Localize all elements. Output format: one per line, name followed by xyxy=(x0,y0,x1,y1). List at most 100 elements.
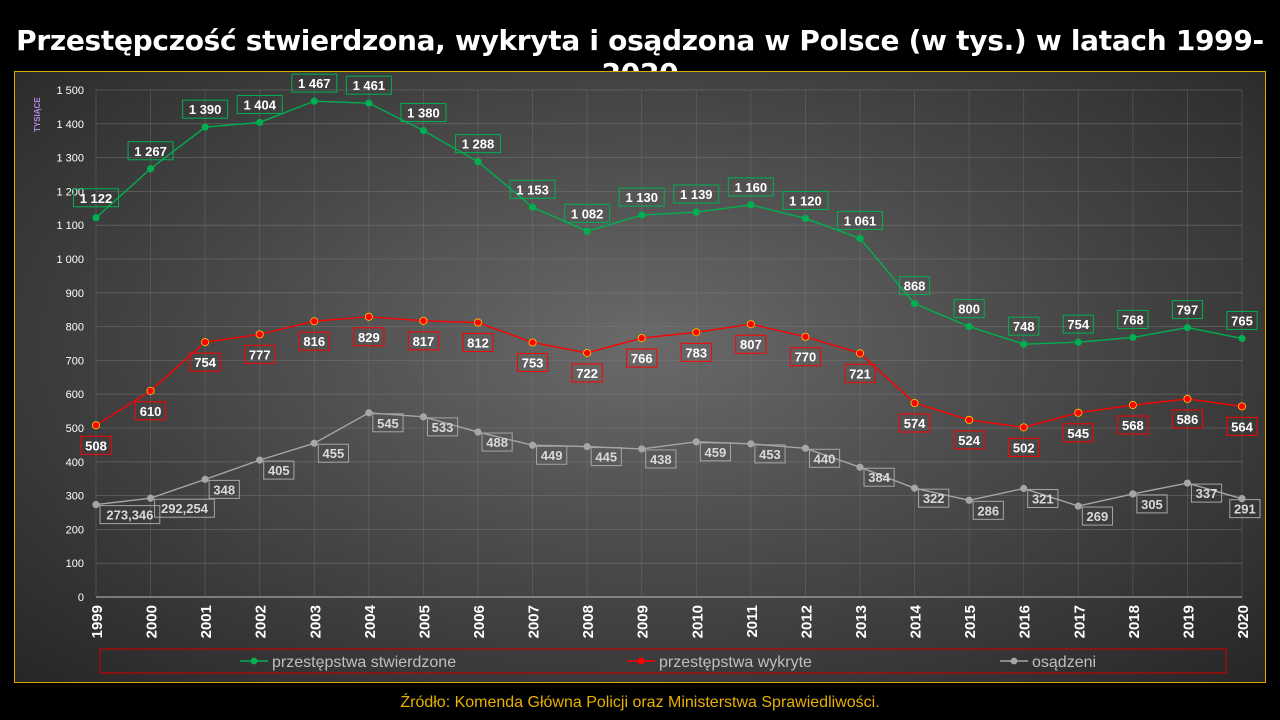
y-axis-label: TYSIĄCE xyxy=(33,97,42,132)
data-point xyxy=(1074,502,1082,510)
data-label-box xyxy=(536,445,568,465)
x-tick-label: 2009 xyxy=(635,605,652,638)
x-tick-label: 2006 xyxy=(471,605,488,638)
data-label-box xyxy=(1171,409,1204,429)
x-tick-label: 2008 xyxy=(580,605,597,638)
data-label: 770 xyxy=(795,350,817,365)
data-label: 337 xyxy=(1196,486,1218,501)
data-label-box xyxy=(462,333,494,353)
data-label: 1 461 xyxy=(353,78,386,93)
data-label-box xyxy=(134,401,167,421)
data-label-box xyxy=(735,334,767,354)
x-tick-label: 2015 xyxy=(962,605,979,638)
legend-marker xyxy=(1010,657,1018,665)
data-label: 1 390 xyxy=(189,102,222,117)
data-label: 291 xyxy=(1234,502,1256,517)
data-point xyxy=(856,349,865,358)
data-label: 449 xyxy=(541,448,563,463)
data-label-box xyxy=(345,75,392,95)
data-point xyxy=(1128,401,1137,410)
data-label-box xyxy=(208,479,240,499)
y-tick-label: 300 xyxy=(66,491,84,503)
legend-marker xyxy=(637,657,645,665)
data-label-box xyxy=(1190,483,1223,503)
y-tick-label: 700 xyxy=(66,355,84,367)
data-point xyxy=(638,445,646,453)
data-point xyxy=(474,428,482,436)
data-label-box xyxy=(808,448,841,468)
x-tick-label: 2018 xyxy=(1126,605,1143,638)
data-point xyxy=(856,463,864,471)
data-point xyxy=(1074,338,1082,346)
legend-label: przestępstwa wykryte xyxy=(659,654,812,671)
data-point xyxy=(146,165,155,173)
legend-label: osądzeni xyxy=(1032,654,1096,671)
data-point xyxy=(310,439,318,447)
x-tick-label: 2007 xyxy=(526,605,543,638)
data-point xyxy=(255,330,264,339)
data-point xyxy=(692,208,700,216)
data-label-box xyxy=(727,177,774,197)
data-point xyxy=(528,203,537,211)
data-point xyxy=(419,413,428,421)
data-label: 384 xyxy=(868,470,890,485)
data-point xyxy=(856,234,864,242)
data-label-box xyxy=(481,432,513,452)
x-tick-label: 2016 xyxy=(1017,605,1034,638)
data-label: 800 xyxy=(958,302,980,317)
data-point xyxy=(1183,394,1192,403)
data-label-box xyxy=(189,352,221,372)
data-label: 524 xyxy=(958,433,980,448)
data-point xyxy=(146,386,155,395)
data-label: 748 xyxy=(1013,319,1035,334)
y-tick-label: 200 xyxy=(66,524,84,536)
data-label: 445 xyxy=(595,450,617,465)
data-label: 1 267 xyxy=(134,144,167,159)
data-label: 797 xyxy=(1177,303,1199,318)
data-point xyxy=(801,444,810,452)
y-tick-label: 1 100 xyxy=(56,220,84,232)
legend-box xyxy=(99,648,1227,674)
data-label-box xyxy=(154,498,215,518)
data-point xyxy=(637,334,646,343)
data-label-box xyxy=(1136,494,1168,514)
data-label-box xyxy=(918,488,950,508)
data-point xyxy=(419,316,428,325)
data-point xyxy=(310,97,318,105)
source-note: Źródło: Komenda Główna Policji oraz Mini… xyxy=(400,694,880,711)
data-label: 1 288 xyxy=(462,137,495,152)
data-point xyxy=(365,99,373,107)
x-tick-label: 2002 xyxy=(253,605,270,638)
data-point xyxy=(365,409,373,417)
legend: przestępstwa stwierdzone przestępstwa wyk… xyxy=(99,648,1227,674)
data-point xyxy=(583,348,592,357)
data-point xyxy=(419,126,428,135)
y-tick-label: 1 400 xyxy=(56,119,84,131)
data-label-box xyxy=(1081,506,1113,526)
x-tick-label: 2012 xyxy=(798,605,815,638)
data-label: 868 xyxy=(904,279,926,294)
data-label: 453 xyxy=(759,447,781,462)
data-label-box xyxy=(291,73,338,93)
data-label-box xyxy=(426,417,459,437)
x-axis: 1999 2000 2001 2002 2003 2004 2005 2006 2007 2008… xyxy=(89,604,1252,638)
data-point xyxy=(1183,479,1192,487)
data-label-box xyxy=(1117,309,1149,329)
data-label: 1 130 xyxy=(625,190,658,205)
data-point xyxy=(910,484,919,492)
y-tick-label: 400 xyxy=(66,457,84,469)
data-point xyxy=(473,318,482,327)
data-label-box xyxy=(590,447,622,467)
data-label-box xyxy=(1062,314,1094,334)
y-tick-label: 900 xyxy=(66,288,84,300)
data-label-box xyxy=(455,134,501,154)
data-label-box xyxy=(1062,423,1094,443)
data-label-box xyxy=(1117,415,1149,435)
data-label-box xyxy=(898,276,931,296)
data-label: 574 xyxy=(904,416,926,431)
data-point xyxy=(364,312,373,321)
data-point xyxy=(583,227,591,235)
data-label-box xyxy=(699,442,731,462)
gridlines xyxy=(95,89,1243,598)
